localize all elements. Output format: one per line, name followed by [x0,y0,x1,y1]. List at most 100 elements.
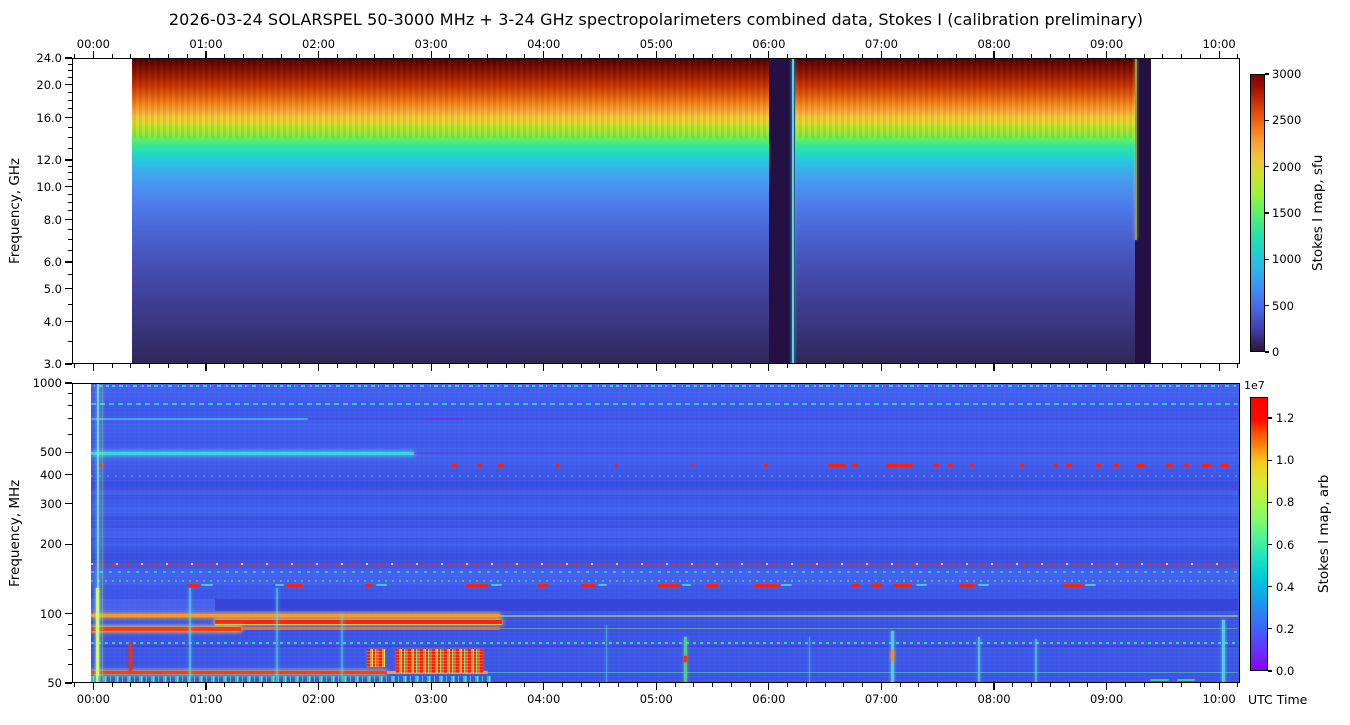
tick-mark [1049,54,1051,58]
tick-mark [430,364,432,371]
tick-mark [561,683,563,687]
tick-mark [1268,459,1272,461]
tick-mark [68,201,72,203]
tick-mark [862,683,864,687]
tick-mark [68,648,72,650]
burst-speckle-region [91,676,495,682]
no-data-region [73,59,133,363]
tick-mark [68,70,72,72]
tick-mark [993,683,995,690]
rfi-line [1135,463,1145,467]
tick-mark [730,54,732,58]
rfi-dotted-line [91,642,1239,645]
tick-mark [1068,54,1070,58]
tick-mark [599,683,601,687]
tick-mark [205,364,207,371]
burst-vertical-line [275,588,278,682]
tick-mark [68,172,72,174]
tick-mark [993,364,995,371]
tick-mark [74,364,76,368]
tick-mark [1031,683,1033,687]
rfi-line [375,584,388,587]
rfi-dotted-line [91,475,1239,477]
tick-mark [1268,543,1272,546]
colorbar-arb-tick-label: 1.2 [1276,411,1295,426]
tick-mark [1265,258,1269,260]
tick-mark [224,54,226,58]
tick-mark [655,683,657,690]
tick-mark [561,54,563,58]
colorbar-arb-tick-label: 0.8 [1276,495,1295,510]
rfi-line [465,583,489,587]
rfi-line [1019,463,1025,467]
burst-vertical-line [128,643,132,671]
rfi-line [682,584,692,587]
tick-mark [749,54,751,58]
rfi-line [764,463,768,467]
burst-vertical-line [891,650,895,661]
tick-mark [618,364,620,368]
rfi-line [893,583,912,587]
tick-mark [899,364,901,368]
tick-mark [111,54,113,58]
tick-mark [411,54,413,58]
x-tick-label-top: 07:00 [864,37,899,51]
rfi-line [691,463,695,467]
tick-mark [65,502,72,505]
rfi-line [499,614,1239,617]
rfi-line [91,451,415,455]
tick-mark [843,683,845,687]
rfi-line [978,584,990,587]
y-tick-label-mhz: 400 [40,467,62,482]
tick-mark [693,683,695,687]
tick-mark [74,54,76,58]
tick-mark [1265,166,1269,168]
rfi-line [781,584,793,587]
colorbar-sfu-tick-label: 1000 [1272,252,1302,267]
tick-mark [974,683,976,687]
tick-mark [65,84,72,86]
x-tick-label-top: 06:00 [752,37,786,51]
tick-mark [393,54,395,58]
tick-mark [505,364,507,368]
tick-mark [1124,683,1126,687]
tick-mark [637,683,639,687]
tick-mark [68,147,72,149]
tick-mark [224,364,226,368]
y-tick-label-mhz: 100 [40,606,62,621]
tick-mark [955,364,957,368]
rfi-dotted-line [91,570,1239,573]
tick-mark [1162,683,1164,687]
tick-mark [805,683,807,687]
tick-mark [1031,54,1033,58]
y-tick-label-mhz: 1000 [32,376,62,390]
tick-mark [899,54,901,58]
rfi-line [871,583,883,587]
rfi-dotted-line [91,563,1239,566]
tick-mark [937,54,939,58]
tick-mark [1049,683,1051,687]
tick-mark [68,340,72,342]
tick-mark [92,364,94,371]
tick-mark [1105,364,1108,371]
band-region [91,490,1239,496]
tick-mark [65,543,72,545]
tick-mark [674,683,676,687]
rfi-line [414,452,1239,455]
tick-mark [1124,364,1126,368]
tick-mark [1218,364,1220,371]
rfi-line [1201,463,1212,467]
x-tick-label-bottom: 05:00 [639,692,673,706]
ghz-heatmap-column-texture [73,59,1239,139]
tick-mark [186,364,188,368]
tick-mark [468,683,470,687]
burst-vertical-line [1135,59,1137,241]
rfi-line [490,584,502,587]
tick-mark [299,683,301,687]
tick-mark [805,364,807,368]
tick-mark [674,54,676,58]
tick-mark [242,683,244,687]
tick-mark [68,77,72,79]
tick-mark [261,683,263,687]
rfi-line [497,463,505,467]
